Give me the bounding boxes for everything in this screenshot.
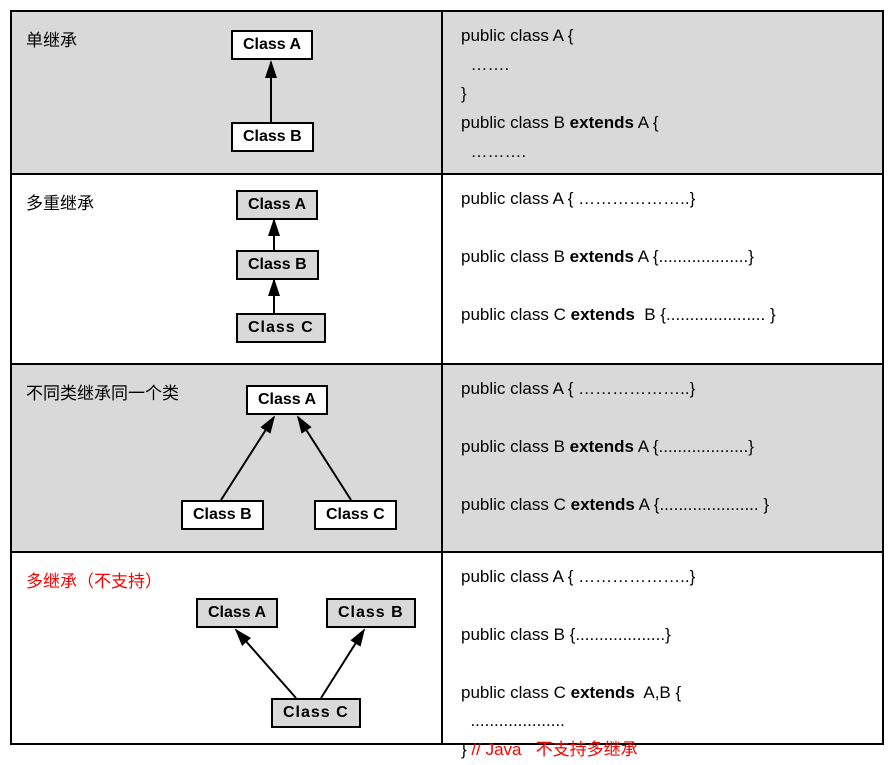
class-diagram: Class A Class B Class C (26, 185, 427, 353)
inheritance-table: 单继承Class AClass Bpublic class A { …….}pu… (10, 10, 884, 745)
code-text (461, 596, 466, 615)
code-text: public class B (461, 113, 570, 132)
code-text: } (461, 84, 467, 103)
arrows-layer (26, 563, 427, 733)
code-text (461, 466, 466, 485)
code-cell: public class A { ………………..} public class … (443, 175, 882, 363)
inheritance-arrow (298, 417, 351, 500)
code-text: B {..................... } (635, 305, 776, 324)
code-line: public class B extends A { (461, 109, 864, 138)
code-line (461, 650, 864, 679)
code-line: ………. (461, 138, 864, 167)
code-text: A { (634, 113, 659, 132)
arrows-layer (26, 22, 427, 163)
code-line (461, 462, 864, 491)
code-text: public class B (461, 437, 570, 456)
code-text: public class B {...................} (461, 625, 671, 644)
code-text: A {...................} (634, 247, 754, 266)
class-node: Class C (236, 313, 326, 343)
code-line: public class A { ………………..} (461, 375, 864, 404)
class-diagram: Class A Class B Class C (26, 563, 427, 733)
code-text: } (461, 740, 471, 759)
code-line: public class A { (461, 22, 864, 51)
code-text (461, 408, 466, 427)
class-node: Class A (196, 598, 278, 628)
code-line (461, 214, 864, 243)
keyword-extends: extends (570, 247, 634, 266)
inheritance-arrow (321, 630, 364, 698)
code-text: public class A { ………………..} (461, 379, 695, 398)
code-text (461, 654, 466, 673)
keyword-extends: extends (571, 305, 635, 324)
table-row: 单继承Class AClass Bpublic class A { …….}pu… (12, 12, 882, 175)
code-comment: // Java 不支持多继承 (471, 740, 637, 759)
code-line (461, 404, 864, 433)
code-text: public class A { (461, 26, 573, 45)
code-line: public class A { ………………..} (461, 563, 864, 592)
keyword-extends: extends (570, 113, 634, 132)
code-text: ………. (461, 142, 526, 161)
code-line: public class B {...................} (461, 621, 864, 650)
code-line: public class C extends A {..............… (461, 491, 864, 520)
class-node: Class B (326, 598, 416, 628)
table-row: 多重继承Class AClass BClass Cpublic class A … (12, 175, 882, 365)
inheritance-arrow (236, 630, 296, 698)
code-line: public class C extends A,B { (461, 679, 864, 708)
class-diagram: Class A Class B (26, 22, 427, 163)
inheritance-arrow (221, 417, 274, 500)
code-line: .................... (461, 707, 864, 736)
code-text: .................... (461, 711, 565, 730)
class-diagram: Class A Class B Class C (26, 375, 427, 541)
code-line: public class A { ………………..} (461, 185, 864, 214)
code-text: public class C (461, 305, 571, 324)
class-node: Class C (271, 698, 361, 728)
diagram-cell: 不同类继承同一个类Class AClass BClass C (12, 365, 443, 551)
table-row: 多继承（不支持）Class AClass BClass Cpublic clas… (12, 553, 882, 743)
code-line: public class B extends A {..............… (461, 433, 864, 462)
code-text: public class A { ………………..} (461, 567, 695, 586)
code-line (461, 592, 864, 621)
code-line: } (461, 80, 864, 109)
class-node: Class A (231, 30, 313, 60)
code-text: public class C (461, 495, 571, 514)
code-text: A {..................... } (635, 495, 769, 514)
code-line: ……. (461, 51, 864, 80)
code-text: public class A { ………………..} (461, 189, 695, 208)
class-node: Class B (231, 122, 314, 152)
class-node: Class B (181, 500, 264, 530)
keyword-extends: extends (571, 495, 635, 514)
class-node: Class A (236, 190, 318, 220)
code-text: A {...................} (634, 437, 754, 456)
keyword-extends: extends (571, 683, 635, 702)
code-text (461, 276, 466, 295)
code-cell: public class A { …….} public class B exte… (443, 12, 882, 173)
diagram-cell: 多继承（不支持）Class AClass BClass C (12, 553, 443, 743)
diagram-cell: 多重继承Class AClass BClass C (12, 175, 443, 363)
code-cell: public class A { ………………..} public class … (443, 553, 882, 743)
class-node: Class B (236, 250, 319, 280)
diagram-cell: 单继承Class AClass B (12, 12, 443, 173)
code-text: A,B { (635, 683, 681, 702)
table-row: 不同类继承同一个类Class AClass BClass Cpublic cla… (12, 365, 882, 553)
code-line: public class C extends B {..............… (461, 301, 864, 330)
code-line: public class B extends A {..............… (461, 243, 864, 272)
code-text: public class B (461, 247, 570, 266)
code-line (461, 272, 864, 301)
code-text: public class C (461, 683, 571, 702)
class-node: Class A (246, 385, 328, 415)
arrows-layer (26, 185, 427, 353)
code-cell: public class A { ………………..} public class … (443, 365, 882, 551)
class-node: Class C (314, 500, 397, 530)
code-text: ……. (461, 55, 509, 74)
keyword-extends: extends (570, 437, 634, 456)
code-text (461, 218, 466, 237)
